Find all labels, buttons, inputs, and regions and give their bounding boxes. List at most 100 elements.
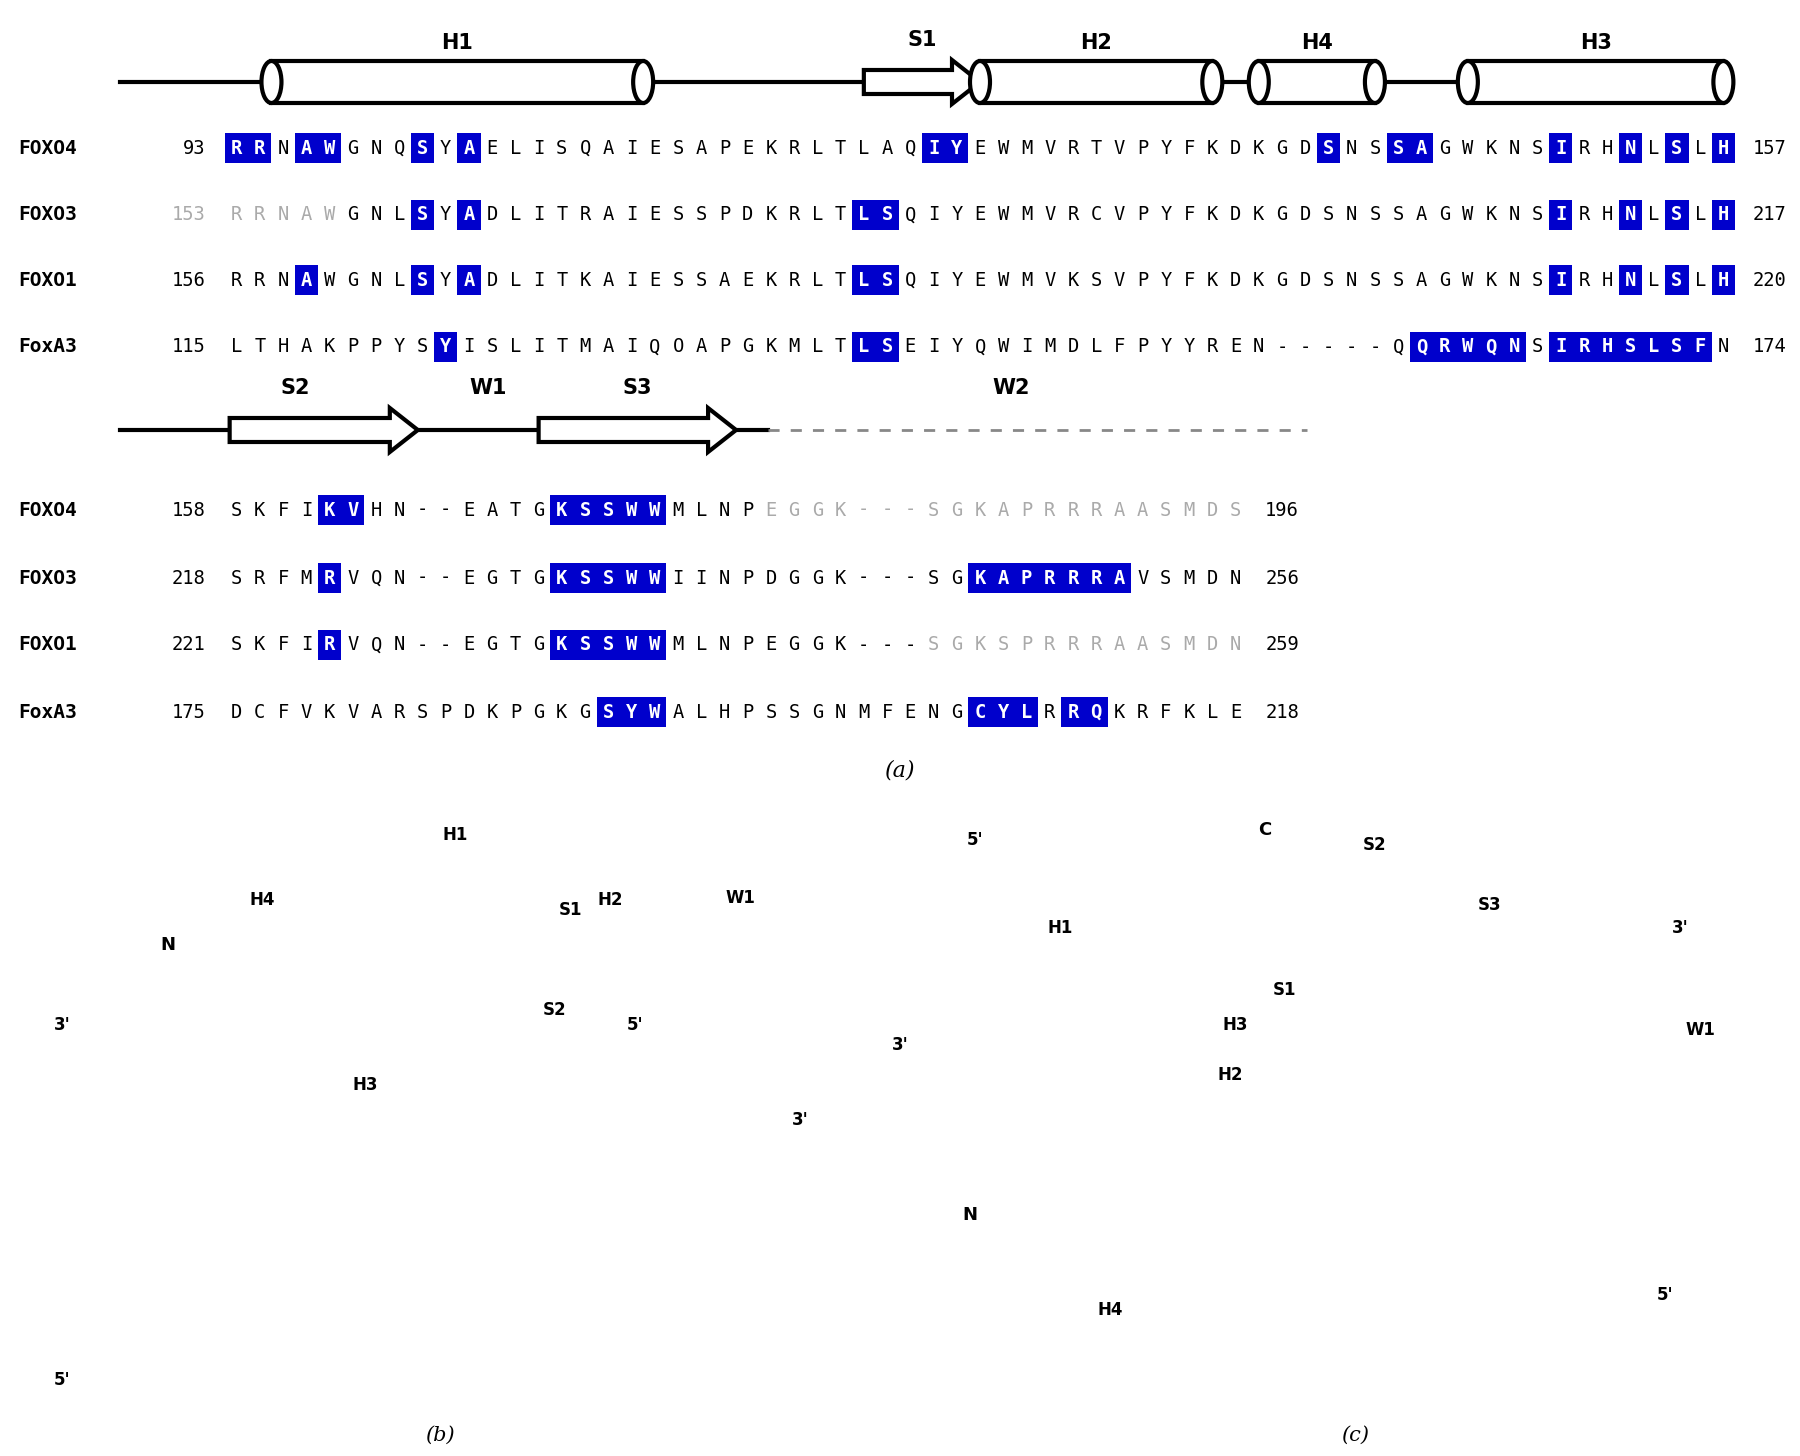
Text: N: N bbox=[1625, 205, 1636, 224]
Text: L: L bbox=[509, 205, 520, 224]
Text: I: I bbox=[301, 635, 311, 655]
Bar bbox=[979, 61, 1213, 103]
Text: T: T bbox=[254, 338, 265, 357]
Text: M: M bbox=[1183, 635, 1195, 655]
Text: -: - bbox=[439, 501, 452, 520]
Text: S: S bbox=[603, 501, 614, 520]
Text: G: G bbox=[812, 635, 823, 655]
Text: FOXO1: FOXO1 bbox=[18, 271, 77, 290]
Text: V: V bbox=[1114, 205, 1125, 224]
Text: 174: 174 bbox=[1753, 338, 1787, 357]
Text: H1: H1 bbox=[1048, 919, 1073, 938]
Text: K: K bbox=[324, 338, 335, 357]
Text: F: F bbox=[882, 702, 893, 722]
Text: G: G bbox=[812, 568, 823, 588]
Bar bbox=[1573, 332, 1595, 363]
Text: L: L bbox=[859, 205, 869, 224]
Text: P: P bbox=[1138, 338, 1148, 357]
Text: -: - bbox=[859, 635, 869, 655]
Text: I: I bbox=[1555, 138, 1566, 157]
Text: R: R bbox=[1044, 702, 1055, 722]
Text: S: S bbox=[1670, 271, 1683, 290]
Text: S: S bbox=[882, 205, 893, 224]
Text: A: A bbox=[301, 138, 311, 157]
Text: (c): (c) bbox=[1341, 1425, 1370, 1444]
Text: R: R bbox=[1067, 568, 1078, 588]
Text: N: N bbox=[1625, 138, 1636, 157]
Bar bbox=[457, 199, 481, 230]
Text: 217: 217 bbox=[1753, 205, 1787, 224]
Bar bbox=[1618, 199, 1642, 230]
Bar bbox=[1665, 132, 1688, 163]
Text: D: D bbox=[1067, 338, 1078, 357]
Text: P: P bbox=[371, 338, 382, 357]
Text: M: M bbox=[1021, 138, 1031, 157]
Text: M: M bbox=[788, 338, 799, 357]
Bar bbox=[875, 199, 898, 230]
Text: Q: Q bbox=[905, 271, 916, 290]
Text: -: - bbox=[859, 568, 869, 588]
Text: Q: Q bbox=[1417, 338, 1427, 357]
Text: L: L bbox=[1694, 205, 1706, 224]
Text: R: R bbox=[1044, 501, 1055, 520]
Text: K: K bbox=[974, 568, 986, 588]
Text: K: K bbox=[556, 501, 567, 520]
Text: F: F bbox=[1183, 271, 1195, 290]
Text: S: S bbox=[1532, 271, 1543, 290]
Text: A: A bbox=[1138, 635, 1148, 655]
Bar bbox=[643, 630, 666, 660]
Text: F: F bbox=[277, 635, 288, 655]
Text: I: I bbox=[1555, 205, 1566, 224]
Text: 256: 256 bbox=[1265, 568, 1300, 588]
Text: N: N bbox=[371, 205, 382, 224]
Text: -: - bbox=[859, 501, 869, 520]
Text: P: P bbox=[1138, 138, 1148, 157]
Text: R: R bbox=[394, 702, 405, 722]
Text: -: - bbox=[1346, 338, 1357, 357]
Text: R: R bbox=[1438, 338, 1451, 357]
Text: L: L bbox=[859, 138, 869, 157]
Text: H2: H2 bbox=[598, 891, 623, 909]
Text: (b): (b) bbox=[425, 1425, 455, 1444]
Text: (a): (a) bbox=[886, 759, 914, 780]
Text: L: L bbox=[859, 338, 869, 357]
Text: S: S bbox=[1670, 205, 1683, 224]
Text: S: S bbox=[603, 635, 614, 655]
Text: S: S bbox=[695, 271, 707, 290]
Text: Y: Y bbox=[950, 271, 963, 290]
Text: A: A bbox=[1138, 501, 1148, 520]
Bar bbox=[434, 332, 457, 363]
Text: I: I bbox=[673, 568, 684, 588]
Text: I: I bbox=[533, 205, 544, 224]
Bar bbox=[319, 495, 342, 526]
Bar bbox=[1456, 332, 1480, 363]
Text: -: - bbox=[1276, 338, 1287, 357]
Ellipse shape bbox=[1249, 61, 1269, 103]
Text: S: S bbox=[882, 338, 893, 357]
Bar bbox=[619, 495, 643, 526]
Text: G: G bbox=[533, 501, 544, 520]
Text: FOXO4: FOXO4 bbox=[18, 138, 77, 157]
Text: H: H bbox=[277, 338, 288, 357]
Text: L: L bbox=[1091, 338, 1102, 357]
Text: K: K bbox=[556, 702, 567, 722]
Text: D: D bbox=[1300, 271, 1310, 290]
Bar bbox=[551, 563, 574, 593]
Text: N: N bbox=[394, 568, 405, 588]
Bar bbox=[643, 495, 666, 526]
Text: P: P bbox=[1138, 205, 1148, 224]
Text: N: N bbox=[277, 138, 288, 157]
Text: K: K bbox=[254, 501, 265, 520]
Text: S: S bbox=[418, 138, 428, 157]
Text: I: I bbox=[1555, 338, 1566, 357]
Text: R: R bbox=[1044, 568, 1055, 588]
Text: E: E bbox=[463, 635, 475, 655]
Text: V: V bbox=[301, 702, 311, 722]
Text: W: W bbox=[1462, 271, 1474, 290]
Text: 218: 218 bbox=[171, 568, 205, 588]
Bar bbox=[1258, 61, 1375, 103]
Text: G: G bbox=[812, 501, 823, 520]
Text: -: - bbox=[418, 501, 428, 520]
Ellipse shape bbox=[1458, 61, 1478, 103]
Text: S: S bbox=[580, 635, 590, 655]
